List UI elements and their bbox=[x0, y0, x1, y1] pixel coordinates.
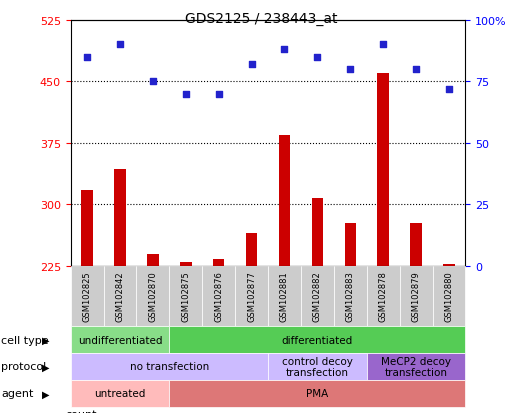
Text: count: count bbox=[65, 409, 97, 413]
Point bbox=[412, 66, 420, 73]
Point bbox=[346, 66, 355, 73]
Bar bbox=[444, 264, 455, 266]
Text: untreated: untreated bbox=[94, 388, 145, 399]
Text: ▶: ▶ bbox=[42, 361, 50, 372]
Point bbox=[280, 47, 289, 53]
Text: PMA: PMA bbox=[306, 388, 328, 399]
Bar bbox=[180, 262, 191, 266]
Text: MeCP2 decoy
transfection: MeCP2 decoy transfection bbox=[381, 356, 451, 377]
Bar bbox=[345, 223, 356, 266]
Point bbox=[116, 42, 124, 48]
Bar bbox=[312, 198, 323, 266]
Text: protocol: protocol bbox=[1, 361, 47, 372]
Text: agent: agent bbox=[1, 388, 33, 399]
Bar bbox=[81, 190, 93, 266]
Point bbox=[379, 42, 388, 48]
Text: GDS2125 / 238443_at: GDS2125 / 238443_at bbox=[185, 12, 338, 26]
Bar bbox=[114, 170, 126, 266]
Bar bbox=[213, 260, 224, 266]
Text: ▶: ▶ bbox=[42, 388, 50, 399]
Point bbox=[83, 54, 91, 61]
Text: ■: ■ bbox=[52, 409, 64, 413]
Point bbox=[149, 79, 157, 85]
Text: GSM102870: GSM102870 bbox=[149, 271, 157, 322]
Text: differentiated: differentiated bbox=[282, 335, 353, 345]
Text: undifferentiated: undifferentiated bbox=[78, 335, 162, 345]
Text: ▶: ▶ bbox=[42, 335, 50, 345]
Bar bbox=[147, 254, 158, 266]
Point bbox=[181, 91, 190, 97]
Text: GSM102881: GSM102881 bbox=[280, 271, 289, 322]
Text: GSM102875: GSM102875 bbox=[181, 271, 190, 322]
Bar bbox=[411, 223, 422, 266]
Bar bbox=[279, 135, 290, 266]
Text: GSM102876: GSM102876 bbox=[214, 271, 223, 322]
Text: control decoy
transfection: control decoy transfection bbox=[282, 356, 353, 377]
Text: GSM102880: GSM102880 bbox=[445, 271, 453, 322]
Text: GSM102879: GSM102879 bbox=[412, 271, 420, 322]
Text: GSM102882: GSM102882 bbox=[313, 271, 322, 322]
Text: GSM102878: GSM102878 bbox=[379, 271, 388, 322]
Point bbox=[445, 86, 453, 93]
Text: cell type: cell type bbox=[1, 335, 49, 345]
Bar bbox=[246, 234, 257, 266]
Point bbox=[313, 54, 322, 61]
Text: GSM102883: GSM102883 bbox=[346, 271, 355, 322]
Text: GSM102825: GSM102825 bbox=[83, 271, 92, 322]
Text: GSM102877: GSM102877 bbox=[247, 271, 256, 322]
Bar bbox=[378, 74, 389, 266]
Point bbox=[247, 62, 256, 68]
Point bbox=[214, 91, 223, 97]
Text: no transfection: no transfection bbox=[130, 361, 209, 372]
Text: GSM102842: GSM102842 bbox=[116, 271, 124, 322]
